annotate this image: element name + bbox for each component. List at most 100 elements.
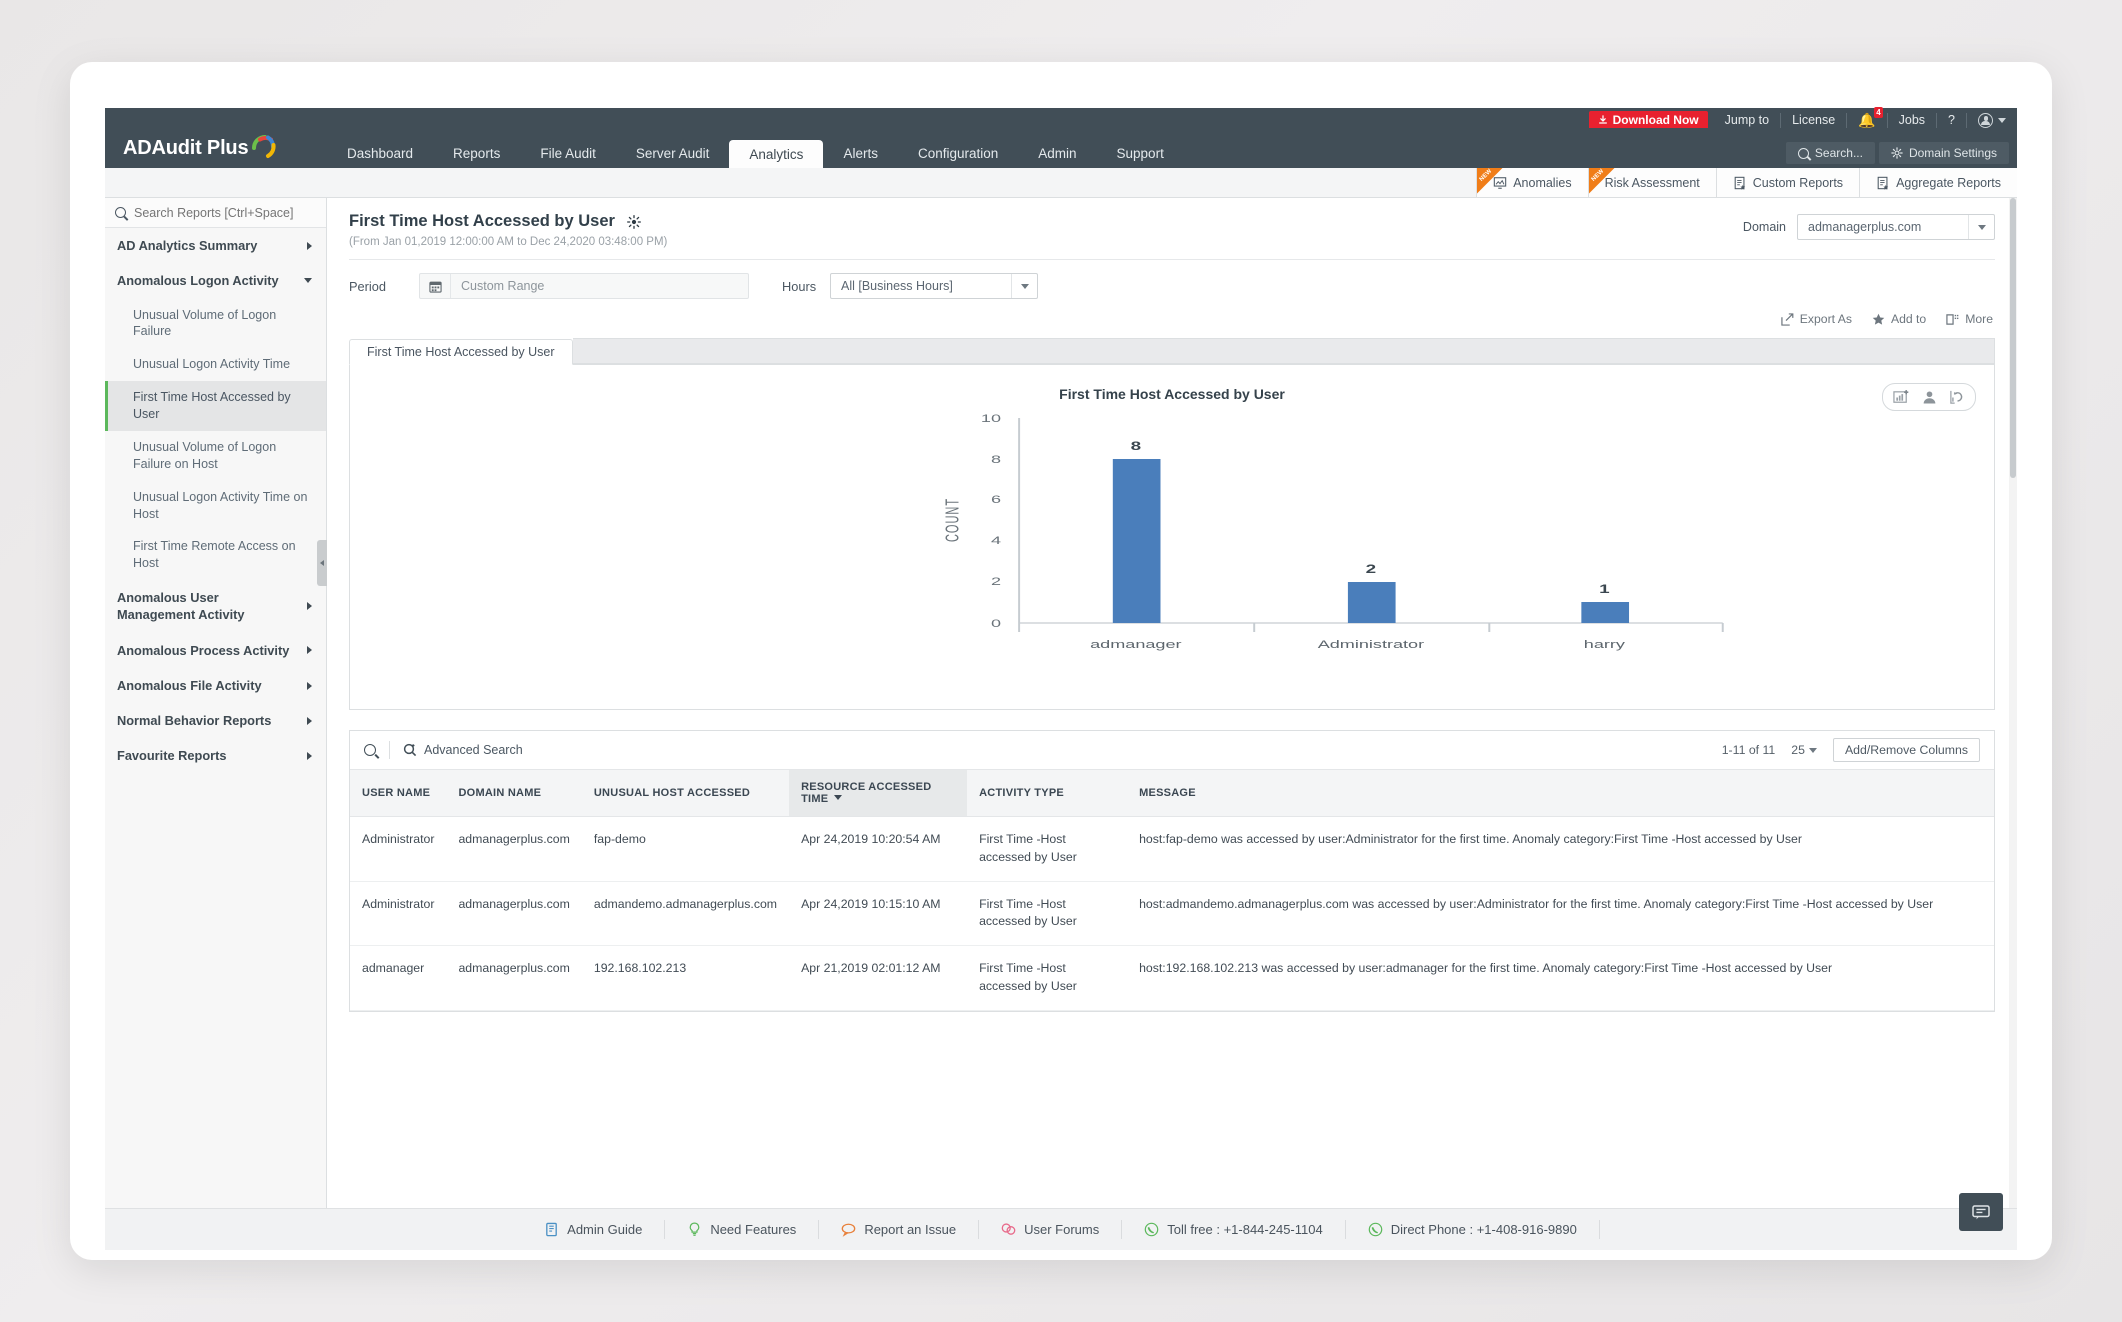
nav-tab-analytics[interactable]: Analytics <box>729 140 824 168</box>
report-tab-first-time-host-accessed-by-user[interactable]: First Time Host Accessed by User <box>349 339 573 365</box>
nav-tabs: Dashboard Reports File Audit Server Audi… <box>327 128 1184 168</box>
sidebar-item-unusual-logon-activity-time-on-host[interactable]: Unusual Logon Activity Time on Host <box>133 489 308 521</box>
nav-tab-server-audit[interactable]: Server Audit <box>635 145 710 161</box>
sidebar-search[interactable] <box>105 198 326 228</box>
column-header-user-name[interactable]: USER NAME <box>350 769 447 817</box>
hours-filter: Hours All [Business Hours] <box>782 273 1038 299</box>
jump-to-button[interactable]: Jump to <box>1724 113 1770 127</box>
cell-user-name: Administrator <box>350 881 447 947</box>
subnav-item-anomalies[interactable]: NEW Anomalies <box>1476 168 1588 197</box>
column-header-message[interactable]: MESSAGE <box>1127 769 1994 817</box>
advanced-search-button[interactable]: Advanced Search <box>403 743 523 757</box>
subnav-item-custom-reports[interactable]: Custom Reports <box>1715 168 1860 197</box>
table-row[interactable]: admanager admanagerplus.com 192.168.102.… <box>350 945 1994 1011</box>
chart-user-icon-button[interactable] <box>1915 387 1943 407</box>
chevron-right-icon <box>307 602 312 611</box>
license-button[interactable]: License <box>1792 113 1836 127</box>
help-button[interactable]: ? <box>1948 113 1955 127</box>
period-input[interactable]: Custom Range <box>419 273 749 299</box>
hours-select[interactable]: All [Business Hours] <box>830 273 1038 299</box>
nav-tab-configuration[interactable]: Configuration <box>917 145 999 161</box>
cell-host: 192.168.102.213 <box>581 945 790 1011</box>
x-tick-admanager: admanager <box>1090 638 1181 650</box>
add-chart-icon-button[interactable] <box>1887 387 1915 407</box>
domain-select[interactable]: admanagerplus.com <box>1797 214 1995 240</box>
global-search-button[interactable]: Search... <box>1785 142 1875 164</box>
sidebar-group-favourite-reports[interactable]: Favourite Reports <box>105 738 326 773</box>
column-header-activity-type[interactable]: ACTIVITY TYPE <box>967 769 1128 817</box>
sidebar-group-label: Anomalous Logon Activity <box>117 273 279 289</box>
sidebar-item-unusual-volume-of-logon-failure-on-host[interactable]: Unusual Volume of Logon Failure on Host <box>133 439 277 471</box>
footer-admin-guide[interactable]: Admin Guide <box>522 1220 666 1239</box>
sidebar-item-unusual-volume-of-logon-failure[interactable]: Unusual Volume of Logon Failure <box>133 307 277 339</box>
cell-message: host:fap-demo was accessed by user:Admin… <box>1127 816 1994 882</box>
search-reports-input[interactable] <box>134 205 316 220</box>
table-row[interactable]: Administrator admanagerplus.com admandem… <box>350 881 1994 947</box>
search-icon[interactable] <box>364 744 376 756</box>
footer-toll-free[interactable]: Toll free : +1-844-245-1104 <box>1122 1220 1346 1239</box>
nav-tab-file-audit[interactable]: File Audit <box>540 145 596 161</box>
chevron-right-icon <box>307 716 312 725</box>
sidebar-item-first-time-host-accessed-by-user[interactable]: First Time Host Accessed by User <box>105 381 326 431</box>
account-menu-button[interactable] <box>1967 107 2017 133</box>
footer-report-an-issue[interactable]: Report an Issue <box>819 1220 980 1239</box>
nav-tab-dashboard[interactable]: Dashboard <box>347 145 414 161</box>
domain-value: admanagerplus.com <box>1808 220 1922 234</box>
sidebar-item-first-time-remote-access-on-host[interactable]: First Time Remote Access on Host <box>133 539 296 571</box>
results-panel: Advanced Search 1-11 of 11 25 Add/Remove… <box>349 730 1995 1012</box>
global-search-label: Search... <box>1814 146 1863 160</box>
nav-tab-admin[interactable]: Admin <box>1038 145 1077 161</box>
download-now-button[interactable]: Download Now <box>1588 110 1708 130</box>
refresh-chart-icon-button[interactable] <box>1943 387 1971 407</box>
sidebar-group-normal-behavior-reports[interactable]: Normal Behavior Reports <box>105 703 326 738</box>
table-header-row: USER NAME DOMAIN NAME UNUSUAL HOST ACCES… <box>350 769 1994 817</box>
phone-icon <box>1368 1222 1383 1237</box>
footer-user-forums[interactable]: User Forums <box>979 1220 1123 1239</box>
bar-label-administrator: 2 <box>1366 563 1377 575</box>
nav-tab-support[interactable]: Support <box>1116 145 1164 161</box>
sidebar-collapse-handle[interactable] <box>317 540 327 586</box>
sidebar-group-ad-analytics-summary[interactable]: AD Analytics Summary <box>105 228 326 263</box>
cell-activity-type: First Time -Host accessed by User <box>967 816 1128 882</box>
add-to-button[interactable]: Add to <box>1872 312 1926 326</box>
sidebar-group-anomalous-process-activity[interactable]: Anomalous Process Activity <box>105 633 326 668</box>
chevron-down-icon <box>1020 283 1029 289</box>
footer-direct-phone[interactable]: Direct Phone : +1-408-916-9890 <box>1346 1220 1600 1239</box>
add-remove-columns-button[interactable]: Add/Remove Columns <box>1832 738 1980 762</box>
nav-tab-alerts[interactable]: Alerts <box>843 145 878 161</box>
x-tick-harry: harry <box>1584 638 1626 650</box>
sidebar-group-anomalous-file-activity[interactable]: Anomalous File Activity <box>105 668 326 703</box>
export-as-button[interactable]: Export As <box>1781 312 1852 326</box>
footer-label: Toll free : +1-844-245-1104 <box>1167 1222 1323 1237</box>
jobs-button[interactable]: Jobs <box>1898 113 1926 127</box>
column-header-resource-accessed-time[interactable]: RESOURCE ACCESSED TIME <box>789 769 968 817</box>
more-button[interactable]: More <box>1946 312 1993 326</box>
subnav-item-risk-assessment[interactable]: NEW Risk Assessment <box>1587 168 1716 197</box>
sidebar-item-unusual-logon-activity-time[interactable]: Unusual Logon Activity Time <box>133 357 291 372</box>
scrollbar-thumb[interactable] <box>2010 198 2016 478</box>
column-header-unusual-host-accessed[interactable]: UNUSUAL HOST ACCESSED <box>581 769 790 817</box>
sidebar-group-anomalous-user-management-activity[interactable]: Anomalous User Management Activity <box>105 580 326 633</box>
report-header: First Time Host Accessed by User (From J… <box>327 198 2017 260</box>
cell-message: host:admandemo.admanagerplus.com was acc… <box>1127 881 1994 947</box>
page-title: First Time Host Accessed by User <box>349 212 615 230</box>
footer: Admin Guide Need Features Report an Issu… <box>105 1193 2017 1250</box>
sidebar-group-label: Anomalous File Activity <box>117 677 262 693</box>
sidebar-group-anomalous-logon-activity[interactable]: Anomalous Logon Activity <box>105 263 326 298</box>
search-icon <box>115 207 126 218</box>
nav-tab-reports[interactable]: Reports <box>453 145 501 161</box>
notifications-button[interactable]: 🔔 4 <box>1847 107 1886 133</box>
filter-row: Period Custom Range Hours All [Busine <box>327 260 2017 299</box>
bar-label-admanager: 8 <box>1131 440 1142 452</box>
bar-chart: 10 8 6 4 2 0 COUNT 8 2 <box>350 408 1994 658</box>
page-size-select[interactable]: 25 <box>1791 743 1817 757</box>
sunburst-icon[interactable] <box>626 214 641 229</box>
column-header-domain-name[interactable]: DOMAIN NAME <box>446 769 582 817</box>
brand-logo[interactable]: ADAudit Plus <box>105 128 327 168</box>
table-row[interactable]: Administrator admanagerplus.com fap-demo… <box>350 816 1994 882</box>
subnav-item-aggregate-reports[interactable]: Aggregate Reports <box>1859 168 2017 197</box>
content-scrollbar[interactable] <box>2009 198 2017 1208</box>
footer-need-features[interactable]: Need Features <box>665 1220 820 1239</box>
chat-widget-button[interactable] <box>1959 1193 2003 1231</box>
domain-settings-button[interactable]: Domain Settings <box>1878 142 2009 164</box>
